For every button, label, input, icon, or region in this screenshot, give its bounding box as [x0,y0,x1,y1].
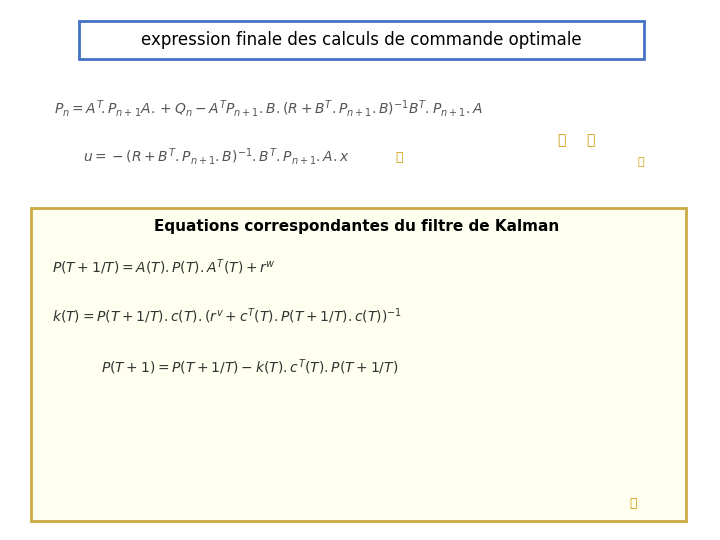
Text: 🔈: 🔈 [637,157,644,167]
Text: $P(T+1) = P(T+1/T) - k(T).c^T(T).P(T+1/T)$: $P(T+1) = P(T+1/T) - k(T).c^T(T).P(T+1/T… [101,357,398,377]
Text: $k(T) = P(T+1/T).c(T).\left(r^v + c^T(T).P(T+1/T).c(T)\right)^{-1}$: $k(T) = P(T+1/T).c(T).\left(r^v + c^T(T)… [52,306,402,326]
Text: 🔈: 🔈 [630,497,637,510]
Text: $P_n = A^T\!.P_{n+1}A.+Q_n - A^T P_{n+1}.B.(R+B^T.P_{n+1}.B)^{-1}B^T.P_{n+1}.A$: $P_n = A^T\!.P_{n+1}A.+Q_n - A^T P_{n+1}… [54,98,482,118]
Text: 🔈: 🔈 [586,133,595,147]
Text: $P(T+1/T) = A(T).P(T).A^T(T) + r^w$: $P(T+1/T) = A(T).P(T).A^T(T) + r^w$ [52,258,276,277]
FancyBboxPatch shape [79,21,644,59]
Text: Equations correspondantes du filtre de Kalman: Equations correspondantes du filtre de K… [154,219,559,234]
Text: 🔈: 🔈 [396,151,403,164]
Text: expression finale des calculs de commande optimale: expression finale des calculs de command… [142,31,582,49]
FancyBboxPatch shape [31,208,686,521]
Text: $u = -(R + B^T.P_{n+1}.B)^{-1}.B^T.P_{n+1}.A.x$: $u = -(R + B^T.P_{n+1}.B)^{-1}.B^T.P_{n+… [83,146,350,167]
Text: 🔈: 🔈 [557,133,566,147]
